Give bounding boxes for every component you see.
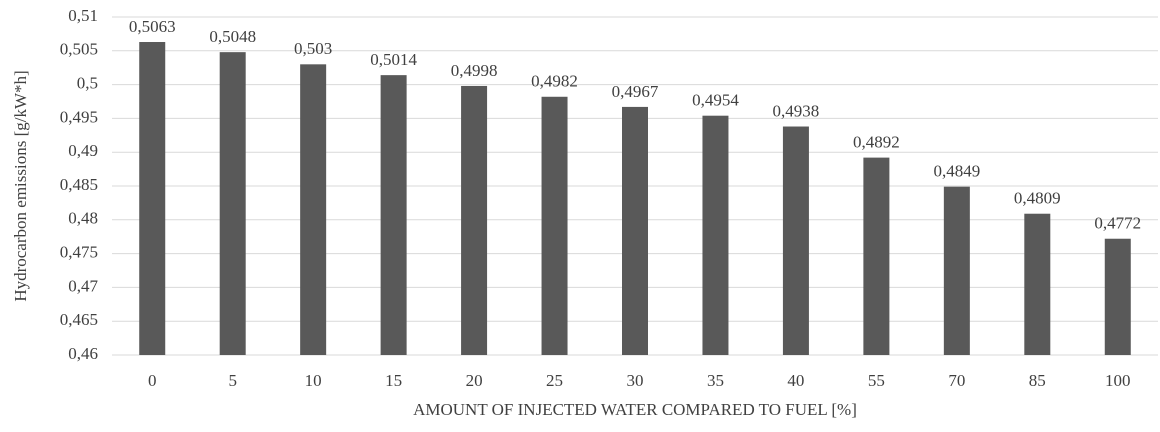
x-tick-label: 20 — [466, 371, 483, 390]
bar — [300, 64, 327, 355]
x-tick-label: 35 — [707, 371, 724, 390]
x-tick-label: 15 — [385, 371, 402, 390]
bar — [541, 96, 568, 355]
bar — [380, 75, 407, 356]
y-tick-label: 0,5 — [77, 74, 98, 93]
x-tick-label: 5 — [228, 371, 237, 390]
value-label: 0,4809 — [1014, 189, 1061, 208]
value-label: 0,4967 — [612, 82, 659, 101]
y-tick-label: 0,495 — [60, 107, 98, 126]
y-tick-label: 0,475 — [60, 243, 98, 262]
bar — [943, 186, 970, 355]
y-tick-label: 0,505 — [60, 40, 98, 59]
x-tick-label: 25 — [546, 371, 563, 390]
y-tick-label: 0,485 — [60, 175, 98, 194]
bar — [219, 52, 246, 355]
value-label: 0,4938 — [773, 101, 820, 120]
x-tick-label: 40 — [787, 371, 804, 390]
x-tick-label: 85 — [1029, 371, 1046, 390]
x-axis-title: AMOUNT OF INJECTED WATER COMPARED TO FUE… — [413, 400, 857, 419]
bar — [702, 115, 729, 355]
x-tick-label: 70 — [948, 371, 965, 390]
value-label: 0,5063 — [129, 17, 176, 36]
bar — [863, 157, 890, 355]
value-label: 0,5048 — [209, 27, 256, 46]
value-label: 0,4849 — [933, 162, 980, 181]
bar — [461, 85, 488, 356]
value-label: 0,4892 — [853, 133, 900, 152]
y-axis-title: Hydrocarbon emissions [g/kW*h] — [11, 70, 30, 301]
bar — [1104, 238, 1131, 355]
value-label: 0,4998 — [451, 61, 498, 80]
x-tick-label: 55 — [868, 371, 885, 390]
y-tick-label: 0,46 — [68, 344, 98, 363]
value-label: 0,4982 — [531, 72, 578, 91]
x-tick-label: 0 — [148, 371, 157, 390]
bar — [782, 126, 809, 356]
value-label: 0,4954 — [692, 91, 739, 110]
x-tick-label: 100 — [1105, 371, 1131, 390]
bar — [1024, 213, 1051, 355]
y-tick-label: 0,49 — [68, 141, 98, 160]
y-tick-label: 0,48 — [68, 209, 98, 228]
bar — [622, 106, 648, 356]
value-label: 0,5014 — [370, 50, 417, 69]
value-label: 0,503 — [294, 39, 332, 58]
y-tick-label: 0,47 — [68, 276, 98, 295]
y-tick-label: 0,51 — [68, 6, 98, 25]
x-tick-label: 30 — [627, 371, 644, 390]
bar — [139, 42, 166, 356]
y-tick-label: 0,465 — [60, 310, 98, 329]
x-tick-label: 10 — [305, 371, 322, 390]
value-label: 0,4772 — [1094, 214, 1141, 233]
